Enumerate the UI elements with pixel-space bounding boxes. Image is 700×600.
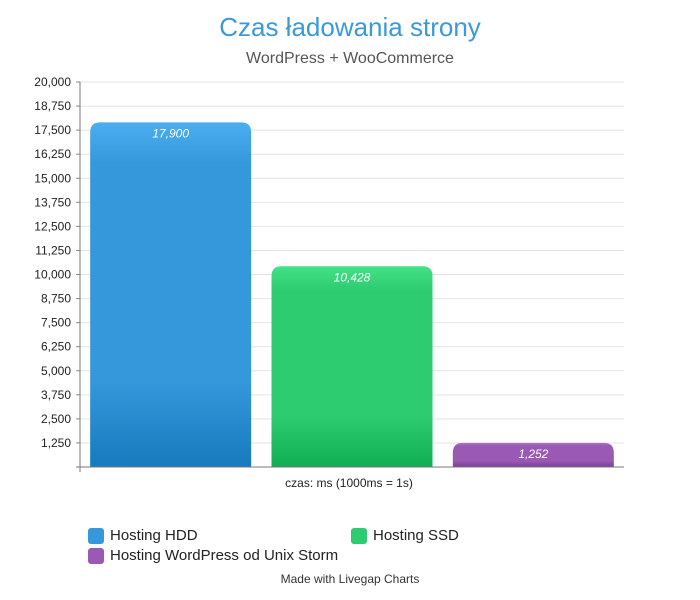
- y-tick-label: 12,500: [34, 219, 71, 233]
- y-tick-label: 10,000: [34, 268, 71, 282]
- bar-hosting-wordpress-od-unix-storm: [452, 442, 614, 467]
- legend-label: Hosting WordPress od Unix Storm: [110, 547, 339, 564]
- y-tick-label: 13,750: [34, 195, 71, 209]
- bar-value-label: 1,252: [518, 447, 548, 461]
- y-tick-label: 15,000: [34, 171, 71, 185]
- legend-label: Hosting HDD: [110, 527, 198, 544]
- chart-subtitle: WordPress + WooCommerce: [246, 50, 454, 67]
- chart-title: Czas ładowania strony: [219, 12, 481, 42]
- y-tick-label: 5,000: [41, 364, 71, 378]
- legend-item-hosting-unix-storm[interactable]: Hosting WordPress od Unix Storm: [88, 547, 338, 564]
- bar-hosting-hdd: [90, 122, 252, 468]
- bar-value-label: 10,428: [334, 270, 371, 284]
- x-axis-label: czas: ms (1000ms = 1s): [285, 476, 413, 490]
- y-tick-label: 17,500: [34, 123, 71, 137]
- legend-swatch-unix-storm: [88, 547, 104, 564]
- y-tick-label: 2,500: [41, 412, 71, 426]
- bar-value-label: 17,900: [152, 126, 189, 140]
- y-tick-label: 1,250: [41, 436, 71, 450]
- y-tick-label: 16,250: [34, 147, 71, 161]
- y-tick-label: 11,250: [35, 243, 71, 257]
- footer-credit: Made with Livegap Charts: [280, 572, 420, 586]
- legend-label: Hosting SSD: [373, 527, 459, 544]
- bar-hosting-ssd: [271, 266, 433, 467]
- y-tick-label: 7,500: [41, 316, 71, 330]
- y-tick-label: 8,750: [41, 292, 71, 306]
- legend-swatch-hdd: [88, 527, 104, 544]
- legend-swatch-ssd: [351, 527, 367, 544]
- legend-item-hosting-ssd[interactable]: Hosting SSD: [351, 527, 459, 544]
- legend-item-hosting-hdd[interactable]: Hosting HDD: [88, 527, 198, 544]
- y-tick-label: 20,000: [34, 75, 71, 89]
- y-tick-label: 3,750: [41, 388, 71, 402]
- y-tick-label: 6,250: [41, 340, 71, 354]
- y-tick-label: 18,750: [34, 99, 71, 113]
